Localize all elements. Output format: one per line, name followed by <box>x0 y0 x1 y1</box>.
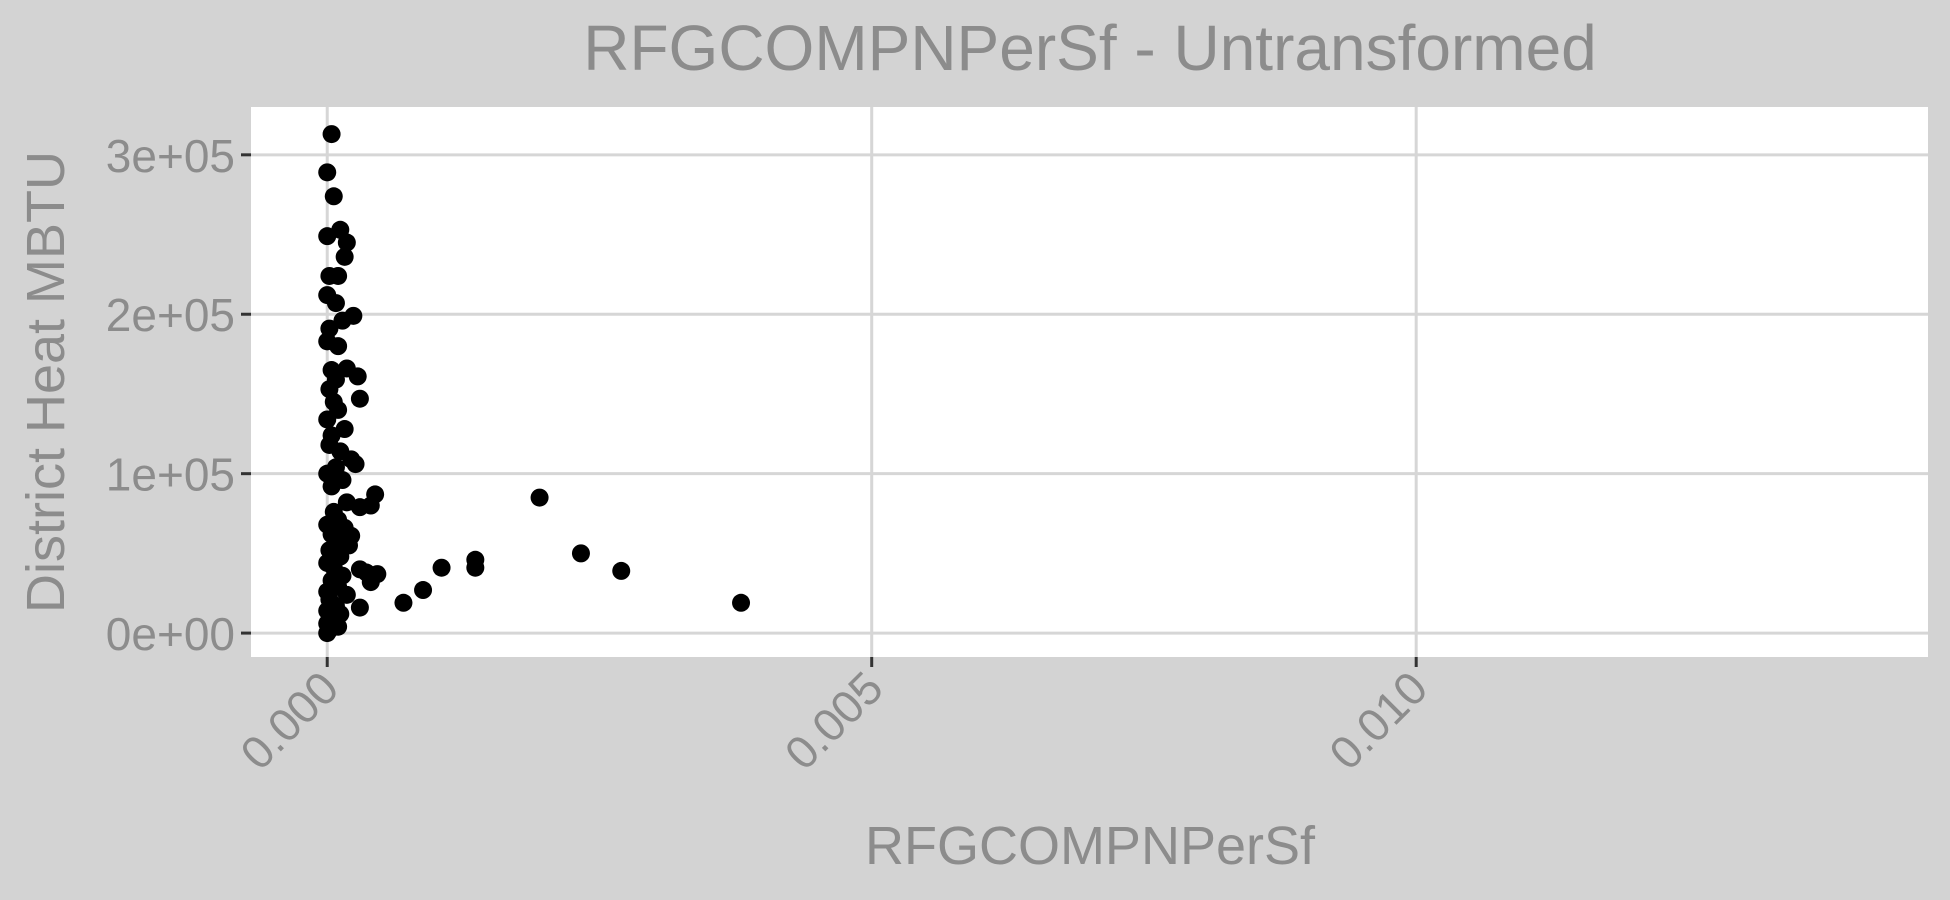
data-point <box>368 565 387 584</box>
data-point <box>350 598 369 617</box>
data-point <box>337 233 356 252</box>
data-point <box>335 247 354 266</box>
data-point <box>346 455 365 474</box>
y-tick-label: 3e+05 <box>106 130 235 182</box>
data-point <box>318 410 337 429</box>
data-point <box>337 585 356 604</box>
data-point <box>329 266 348 285</box>
chart-title: RFGCOMPNPerSf - Untransformed <box>583 12 1597 84</box>
data-point <box>322 125 341 144</box>
data-point <box>337 493 356 512</box>
data-point <box>322 477 341 496</box>
x-axis-label: RFGCOMPNPerSf <box>865 816 1316 876</box>
data-point <box>324 187 343 206</box>
data-point <box>530 488 549 507</box>
y-axis-label: District Heat MBTU <box>16 151 76 613</box>
data-point <box>348 367 367 386</box>
data-point <box>732 593 751 612</box>
data-point <box>350 389 369 408</box>
y-tick-label: 2e+05 <box>106 289 235 341</box>
data-point <box>326 294 345 313</box>
data-point <box>432 558 451 577</box>
data-point <box>318 624 337 643</box>
y-tick-label: 0e+00 <box>106 608 235 660</box>
plot-panel <box>251 107 1928 657</box>
data-point <box>466 558 485 577</box>
y-axis: 0e+00 1e+05 2e+05 3e+05 <box>106 130 251 660</box>
data-point <box>414 581 433 600</box>
data-point <box>333 311 352 330</box>
data-point <box>329 337 348 356</box>
data-points <box>318 125 751 643</box>
data-point <box>571 544 590 563</box>
data-point <box>318 163 337 182</box>
data-point <box>612 561 631 580</box>
y-gridlines <box>251 153 1928 635</box>
y-tick-label: 1e+05 <box>106 449 235 501</box>
data-point <box>394 593 413 612</box>
